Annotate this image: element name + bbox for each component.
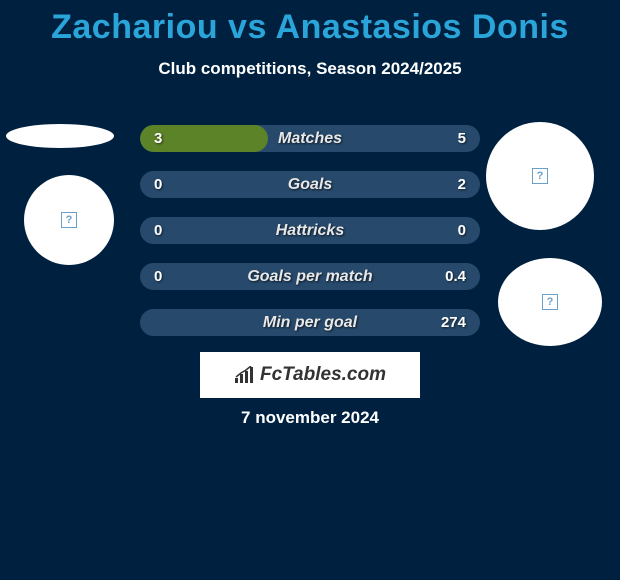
date-text: 7 november 2024 [0, 408, 620, 428]
avatar-left-ellipse [6, 124, 114, 148]
stat-row: 0Hattricks0 [140, 217, 480, 244]
stat-value-right: 0.4 [445, 263, 466, 290]
stat-row: 0Goals2 [140, 171, 480, 198]
stats-panel: 3Matches50Goals20Hattricks00Goals per ma… [140, 125, 480, 355]
stat-value-right: 5 [458, 125, 466, 152]
stat-row: Min per goal274 [140, 309, 480, 336]
stat-label: Goals per match [140, 263, 480, 290]
brand-badge: FcTables.com [200, 352, 420, 398]
stat-value-right: 2 [458, 171, 466, 198]
chart-icon [234, 366, 256, 384]
avatar-left-circle: ? [24, 175, 114, 265]
brand-label: FcTables.com [260, 364, 386, 386]
stat-label: Hattricks [140, 217, 480, 244]
avatar-right-circle-1: ? [486, 122, 594, 230]
stat-row: 0Goals per match0.4 [140, 263, 480, 290]
stat-label: Min per goal [140, 309, 480, 336]
subtitle: Club competitions, Season 2024/2025 [0, 59, 620, 79]
stat-value-right: 274 [441, 309, 466, 336]
page-title: Zachariou vs Anastasios Donis [0, 0, 620, 47]
placeholder-icon: ? [532, 168, 548, 184]
placeholder-icon: ? [61, 212, 77, 228]
stat-row: 3Matches5 [140, 125, 480, 152]
stat-label: Goals [140, 171, 480, 198]
brand-text: FcTables.com [234, 364, 386, 386]
placeholder-icon: ? [542, 294, 558, 310]
stat-value-right: 0 [458, 217, 466, 244]
stat-label: Matches [140, 125, 480, 152]
avatar-right-circle-2: ? [498, 258, 602, 346]
